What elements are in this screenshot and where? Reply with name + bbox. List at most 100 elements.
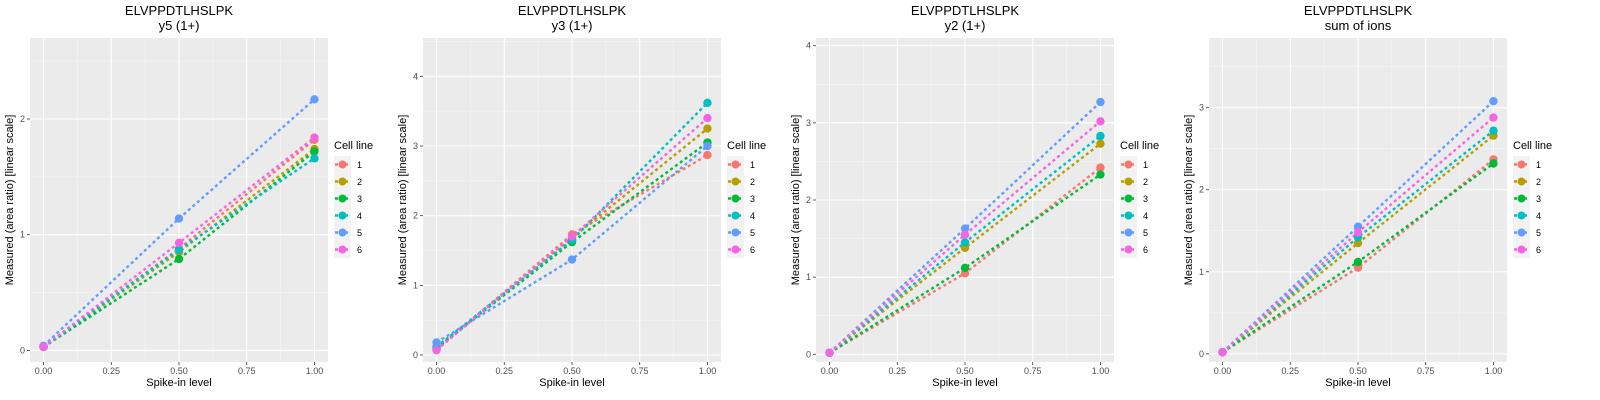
- x-tick-label: 1.00: [1485, 366, 1503, 376]
- chart-subtitle: y3 (1+): [552, 18, 593, 33]
- chart-title: ELVPPDTLHSLPK: [911, 3, 1019, 18]
- chart-svg: 0.00 0.25 0.50 0.75 1.00 0 1 2 3 4 ELVPPDTLHSLPKy2…: [790, 3, 1159, 389]
- data-point-4: [1489, 126, 1498, 135]
- data-point-6: [432, 345, 441, 355]
- chart-title: ELVPPDTLHSLPK: [518, 3, 626, 18]
- y-tick-label: 1: [1199, 267, 1204, 277]
- legend-key-point: [338, 211, 347, 220]
- legend-label-6: 6: [357, 245, 362, 255]
- data-point-2: [703, 124, 712, 133]
- data-point-6: [825, 348, 834, 357]
- legend: Cell line 1 2 3 4 5 6: [1513, 140, 1552, 258]
- x-tick-label: 0.75: [1024, 366, 1042, 376]
- x-tick-label: 0.25: [1282, 366, 1300, 376]
- data-point-6: [703, 113, 712, 123]
- x-tick-label: 1.00: [699, 366, 717, 376]
- legend-key-point: [1124, 228, 1133, 237]
- data-point-6: [960, 230, 970, 239]
- data-point-3: [960, 263, 970, 273]
- y-tick-label: 1: [806, 272, 811, 282]
- legend-title: Cell line: [1120, 140, 1159, 152]
- data-point-5: [1489, 96, 1498, 106]
- legend: Cell line 1 2 3 4 5 6: [334, 140, 373, 258]
- legend-key-point: [731, 177, 740, 186]
- x-tick-label: 0.75: [1417, 366, 1435, 376]
- data-point-1: [703, 150, 712, 160]
- x-tick-label: 0.00: [821, 366, 839, 376]
- legend-key-point: [1517, 228, 1526, 237]
- data-point-3: [1353, 257, 1363, 267]
- legend-label-2: 2: [750, 177, 755, 187]
- x-tick-label: 0.75: [238, 366, 256, 376]
- legend-key-point: [1124, 177, 1133, 186]
- data-point-4: [960, 238, 970, 247]
- y-tick-label: 0: [20, 345, 25, 355]
- legend-label-2: 2: [1536, 177, 1541, 187]
- legend-key-point: [731, 194, 740, 203]
- legend: Cell line 1 2 3 4 5 6: [727, 140, 766, 258]
- chart-subtitle: sum of ions: [1325, 18, 1392, 33]
- data-point-1: [1353, 263, 1363, 272]
- legend-key-point: [338, 160, 347, 169]
- data-point-5: [432, 338, 441, 347]
- chart-panel-y5: 0.00 0.25 0.50 0.75 1.00 0 1 2 ELVPPDTLHSLPK y5 (…: [0, 0, 400, 400]
- legend-label-4: 4: [357, 211, 362, 221]
- legend-label-3: 3: [357, 194, 362, 204]
- legend-label-5: 5: [1143, 228, 1148, 238]
- data-point-1: [1096, 163, 1105, 172]
- legend-key-point: [1124, 245, 1133, 254]
- series-line-3: [42, 150, 316, 348]
- y-tick-label: 1: [20, 230, 25, 240]
- data-point-5: [1096, 97, 1105, 107]
- legend-key-point: [1517, 177, 1526, 186]
- y-axis-label: Measured (area ratio) [linear scale]: [4, 115, 16, 286]
- chart-svg: 0.00 0.25 0.50 0.75 1.00 0 1 2 3 4 ELVPPDTLHSLPKy3…: [397, 3, 766, 389]
- series-line-5: [1221, 100, 1495, 354]
- legend-key-point: [338, 194, 347, 203]
- legend-key-point: [1517, 194, 1526, 203]
- legend-label-1: 1: [1536, 160, 1541, 170]
- data-point-6: [39, 342, 48, 352]
- y-tick-label: 3: [413, 141, 418, 151]
- series-line-4: [435, 101, 709, 348]
- data-point-6: [1096, 117, 1105, 126]
- legend-title: Cell line: [1513, 140, 1552, 152]
- legend-label-4: 4: [1536, 211, 1541, 221]
- data-point-6: [310, 133, 319, 142]
- legend-label-6: 6: [1143, 245, 1148, 255]
- data-point-4: [703, 98, 712, 108]
- y-tick-label: 3: [1199, 103, 1204, 113]
- legend-label-5: 5: [750, 228, 755, 238]
- x-axis-label: Spike-in level: [1325, 377, 1390, 389]
- x-tick-label: 0.00: [1214, 366, 1232, 376]
- series-group: [825, 97, 1105, 357]
- chart-title: ELVPPDTLHSLPK: [1304, 3, 1412, 18]
- x-tick-label: 0.50: [1349, 366, 1367, 376]
- data-point-6: [174, 238, 184, 248]
- y-tick-label: 1: [413, 280, 418, 290]
- major-grid: [423, 38, 721, 362]
- legend-key-point: [731, 245, 740, 254]
- y-tick-label: 0: [1199, 349, 1204, 359]
- legend-label-6: 6: [1536, 245, 1541, 255]
- legend-label-3: 3: [1536, 194, 1541, 204]
- chart-panel-sum: 0.00 0.25 0.50 0.75 1.00 0 1 2 3 ELVPPDTLHSLPK sum…: [1179, 0, 1579, 400]
- y-tick-label: 4: [413, 71, 418, 81]
- legend-key-point: [1517, 211, 1526, 220]
- legend-label-1: 1: [1143, 160, 1148, 170]
- data-point-3: [1489, 159, 1498, 168]
- major-grid: [30, 38, 328, 362]
- data-point-4: [310, 154, 319, 163]
- x-tick-label: 0.50: [563, 366, 581, 376]
- data-point-6: [1489, 113, 1498, 122]
- legend-key-point: [1124, 211, 1133, 220]
- data-point-4: [1096, 131, 1105, 141]
- y-tick-label: 3: [806, 118, 811, 128]
- y-tick-label: 4: [806, 41, 811, 51]
- y-tick-label: 0: [806, 349, 811, 359]
- legend-label-1: 1: [750, 160, 755, 170]
- x-tick-label: 1.00: [1092, 366, 1110, 376]
- legend: Cell line 1 2 3 4 5 6: [1120, 140, 1159, 258]
